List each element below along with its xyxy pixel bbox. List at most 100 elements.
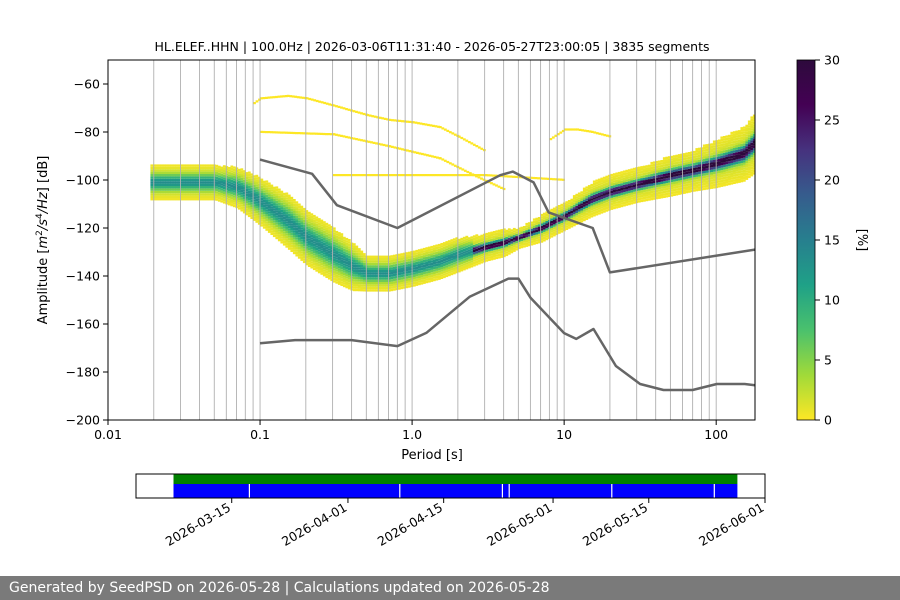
psd-cell <box>255 198 259 202</box>
psd-cell <box>657 196 661 199</box>
psd-cell <box>272 234 276 238</box>
psd-cell <box>535 217 539 221</box>
psd-cell <box>285 245 289 248</box>
psd-cell <box>535 222 539 225</box>
psd-cell <box>230 165 234 168</box>
psd-cell <box>647 181 651 184</box>
psd-cell <box>620 197 624 200</box>
psd-cell <box>295 249 299 252</box>
psd-cell <box>250 187 254 191</box>
psd-cell <box>612 175 616 178</box>
psd-cell <box>742 136 746 139</box>
psd-cell <box>615 186 619 190</box>
psd-cell <box>370 277 374 280</box>
psd-cell <box>450 268 454 271</box>
psd-cell <box>705 148 709 152</box>
psd-cell <box>680 170 684 173</box>
psd-cell <box>260 217 264 220</box>
psd-cell <box>432 278 436 282</box>
psd-cell <box>252 175 256 178</box>
psd-cell <box>567 221 571 224</box>
psd-cell <box>725 145 729 148</box>
psd-cell <box>352 245 356 248</box>
psd-cell <box>285 230 289 234</box>
psd-cell <box>682 186 686 190</box>
psd-cell <box>670 163 674 166</box>
psd-cell <box>252 189 256 193</box>
psd-outlier-cell <box>275 95 278 99</box>
psd-cell <box>472 237 476 241</box>
psd-cell <box>185 188 189 191</box>
psd-cell <box>550 235 554 238</box>
psd-cell <box>292 227 296 231</box>
psd-cell <box>437 270 441 273</box>
psd-cell <box>360 265 364 268</box>
psd-cell <box>342 256 346 259</box>
psd-cell <box>217 199 221 202</box>
psd-cell <box>420 258 424 261</box>
psd-cell <box>332 253 336 257</box>
psd-cell <box>282 209 286 212</box>
psd-cell <box>232 185 236 188</box>
psd-cell <box>175 181 179 184</box>
psd-cell <box>595 198 599 202</box>
psd-cell <box>607 177 611 180</box>
psd-cell <box>162 178 166 182</box>
colorbar-tick-label: 10 <box>824 293 840 308</box>
psd-cell <box>167 166 171 170</box>
psd-cell <box>677 178 681 181</box>
psd-cell <box>207 190 211 194</box>
psd-cell <box>512 247 516 250</box>
psd-cell <box>215 198 219 201</box>
psd-cell <box>645 191 649 194</box>
psd-cell <box>735 176 739 179</box>
psd-cell <box>340 274 344 277</box>
psd-cell <box>612 182 616 186</box>
psd-cell <box>182 190 186 194</box>
psd-cell <box>272 193 276 197</box>
psd-cell <box>360 279 364 282</box>
psd-cell <box>225 175 229 179</box>
psd-outlier-cell <box>448 131 452 134</box>
psd-cell <box>577 206 581 210</box>
psd-cell <box>647 188 651 192</box>
psd-cell <box>372 277 376 280</box>
psd-cell <box>680 182 684 185</box>
psd-cell <box>447 273 451 277</box>
psd-cell <box>652 185 656 188</box>
psd-cell <box>285 197 289 200</box>
psd-cell <box>172 183 176 186</box>
psd-outlier-cell <box>544 177 548 180</box>
psd-cell <box>375 262 379 266</box>
psd-cell <box>282 226 286 229</box>
psd-outlier-cell <box>442 174 445 177</box>
psd-cell <box>417 254 421 257</box>
psd-cell <box>310 213 314 216</box>
psd-cell <box>422 281 426 284</box>
psd-cell <box>312 255 316 259</box>
psd-cell <box>175 195 179 198</box>
psd-cell <box>280 221 284 225</box>
psd-cell <box>710 169 714 173</box>
psd-cell <box>270 194 274 197</box>
psd-cell <box>300 227 304 230</box>
psd-cell <box>342 265 346 268</box>
psd-cell <box>622 170 626 173</box>
psd-cell <box>550 218 554 221</box>
psd-cell <box>270 227 274 231</box>
psd-cell <box>282 204 286 208</box>
psd-cell <box>420 260 424 263</box>
psd-cell <box>627 202 631 206</box>
psd-cell <box>375 289 379 292</box>
psd-outlier-cell <box>262 97 266 100</box>
psd-cell <box>165 193 169 196</box>
psd-cell <box>537 221 541 225</box>
psd-cell <box>442 246 446 250</box>
psd-cell <box>427 246 431 249</box>
psd-cell <box>217 182 221 185</box>
psd-cell <box>202 164 206 167</box>
psd-cell <box>517 239 521 242</box>
psd-cell <box>310 246 314 250</box>
psd-cell <box>665 183 669 186</box>
psd-cell <box>362 265 366 268</box>
